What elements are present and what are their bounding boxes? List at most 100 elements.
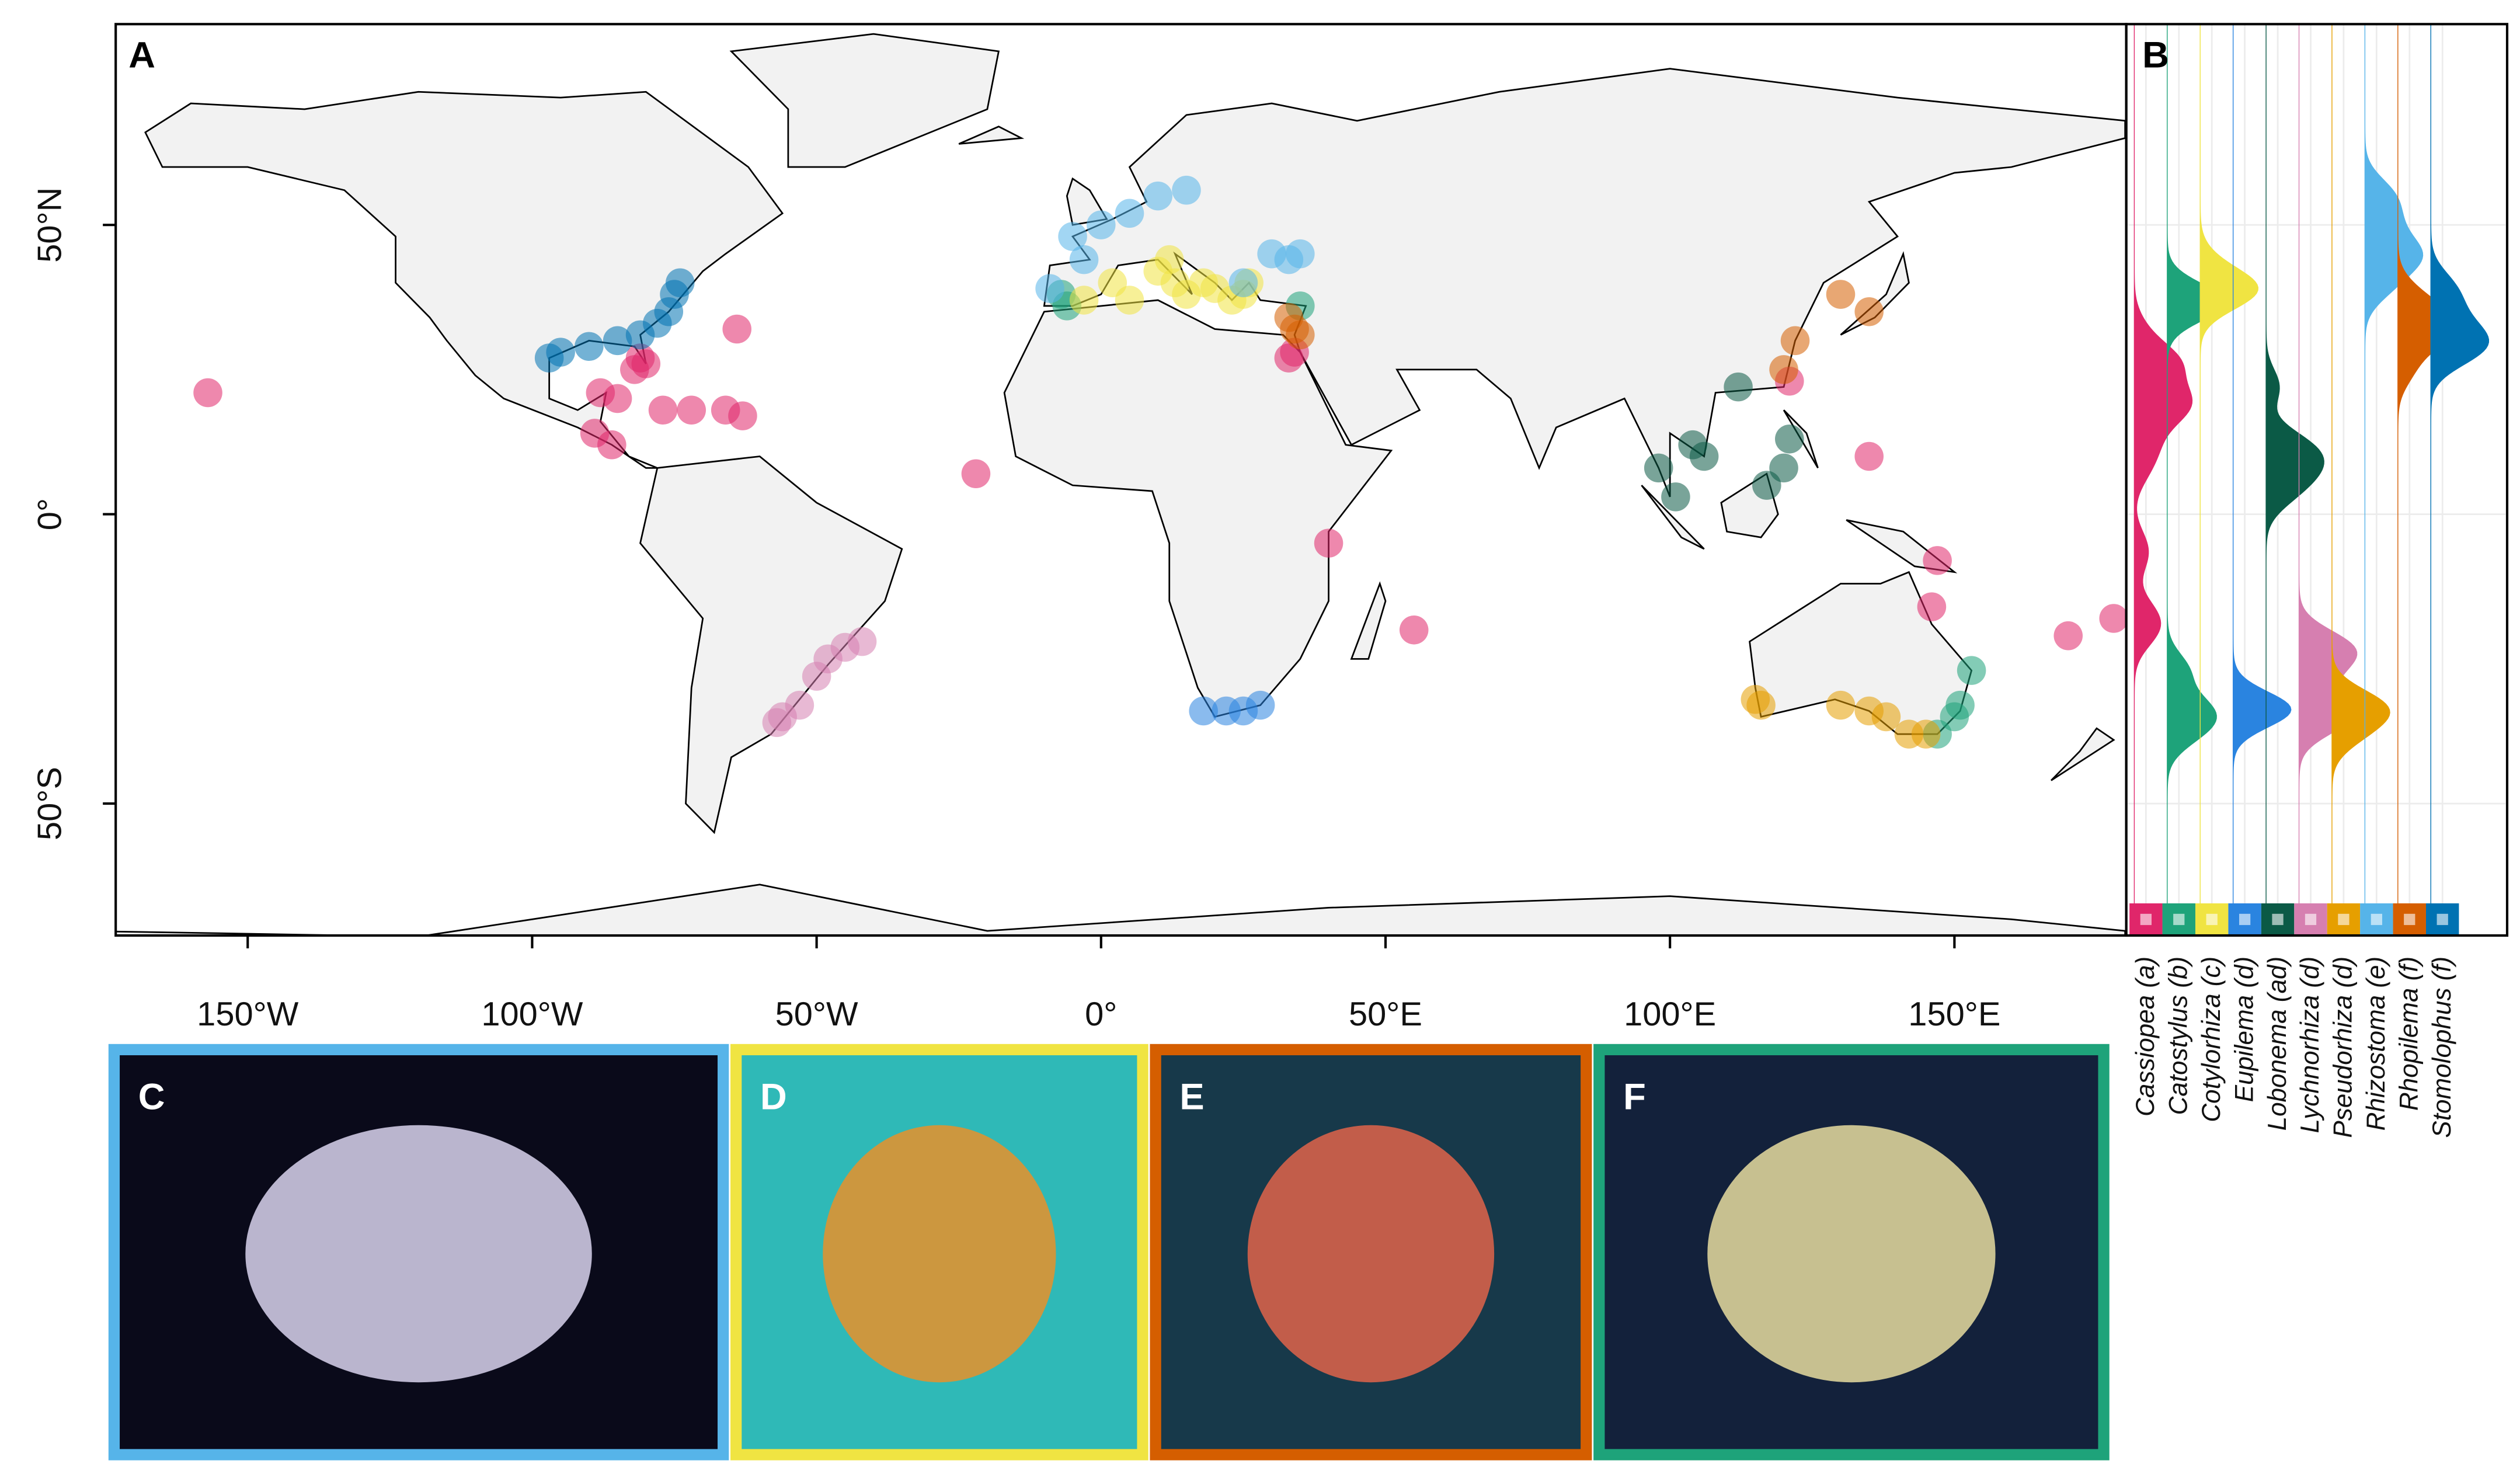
legend-label: Stomolophus (f) bbox=[2428, 957, 2456, 1138]
occurrence-point bbox=[847, 627, 877, 656]
legend-key-inner bbox=[2272, 913, 2284, 926]
density-ridge bbox=[2232, 24, 2292, 936]
panel-label: D bbox=[760, 1076, 787, 1117]
y-tick-label: 50°S bbox=[32, 767, 69, 840]
occurrence-point bbox=[961, 459, 991, 489]
occurrence-point bbox=[768, 702, 797, 732]
occurrence-point bbox=[1752, 471, 1781, 500]
occurrence-point bbox=[1115, 286, 1144, 315]
occurrence-point bbox=[603, 326, 632, 356]
x-tick-label: 50°W bbox=[775, 996, 858, 1033]
y-tick-label: 0° bbox=[32, 498, 69, 530]
occurrence-point bbox=[1399, 615, 1429, 645]
occurrence-point bbox=[728, 401, 757, 430]
density-background bbox=[2126, 24, 2507, 936]
occurrence-point bbox=[1854, 696, 1884, 726]
occurrence-point bbox=[1035, 274, 1064, 303]
occurrence-point bbox=[1724, 372, 1753, 402]
occurrence-point bbox=[1826, 280, 1856, 309]
occurrence-point bbox=[1746, 690, 1776, 720]
occurrence-point bbox=[1314, 528, 1343, 558]
density-panel: Cassiopea (a) Catostylus (b) Cotylorhiza (… bbox=[2128, 24, 2506, 1138]
occurrence-point bbox=[1143, 181, 1173, 211]
occurrence-point bbox=[1769, 355, 1798, 384]
occurrence-point bbox=[2099, 604, 2126, 633]
panel-label: F bbox=[1623, 1076, 1646, 1117]
jellyfish bbox=[245, 1125, 592, 1383]
jellyfish bbox=[1707, 1125, 1996, 1383]
occurrence-point bbox=[193, 378, 222, 408]
occurrence-point bbox=[631, 349, 661, 378]
occurrence-point bbox=[1069, 286, 1099, 315]
density-ridge bbox=[2397, 24, 2456, 936]
occurrence-point bbox=[534, 343, 564, 373]
landmass bbox=[1350, 581, 1387, 660]
legend-label: Eupilema (d) bbox=[2230, 957, 2258, 1103]
legend-key-inner bbox=[2206, 913, 2218, 926]
occurrence-point bbox=[1058, 222, 1087, 251]
legend-label: Lychnorhiza (d) bbox=[2296, 957, 2324, 1133]
landmass bbox=[958, 126, 1025, 145]
density-ridge bbox=[2364, 24, 2424, 936]
occurrence-point bbox=[603, 384, 632, 413]
legend-label: Pseudorhiza (d) bbox=[2329, 957, 2358, 1138]
legend-key-inner bbox=[2437, 913, 2448, 926]
occurrence-point bbox=[1644, 453, 1673, 483]
occurrence-point bbox=[1245, 690, 1275, 720]
occurrence-point bbox=[1923, 546, 1952, 575]
occurrence-point bbox=[1274, 302, 1304, 332]
x-tick-label: 0° bbox=[1085, 996, 1117, 1033]
legend-label: Cassiopea (a) bbox=[2131, 957, 2160, 1117]
occurrence-point bbox=[648, 395, 678, 425]
landmass bbox=[2051, 727, 2115, 781]
occurrence-point bbox=[597, 430, 626, 460]
landmass bbox=[639, 455, 903, 834]
occurrence-point bbox=[1957, 656, 1986, 685]
occurrence-point bbox=[1154, 245, 1184, 274]
occurrence-point bbox=[1780, 326, 1810, 356]
x-tick-label: 150°W bbox=[197, 996, 299, 1033]
occurrence-point bbox=[665, 268, 695, 298]
density-ridge bbox=[2430, 24, 2490, 936]
occurrence-point bbox=[1189, 268, 1218, 298]
axes: 150°W 100°W 50°W 0° 50°E 100°E 150°E 50°N 0° 50°S bbox=[32, 187, 2001, 1034]
panel-label: A bbox=[128, 35, 155, 76]
x-tick-label: 50°E bbox=[1349, 996, 1422, 1033]
occurrence-point bbox=[1894, 719, 1924, 749]
jellyfish bbox=[1247, 1125, 1495, 1383]
y-tick-label: 50°N bbox=[32, 187, 69, 263]
panel-label: C bbox=[138, 1076, 165, 1117]
occurrence-point bbox=[722, 314, 751, 344]
jellyfish bbox=[823, 1125, 1056, 1383]
occurrence-point bbox=[1661, 482, 1690, 512]
landmass bbox=[1641, 485, 1705, 550]
occurrence-point bbox=[1189, 696, 1218, 726]
occurrence-point bbox=[1069, 245, 1099, 274]
x-tick-label: 100°E bbox=[1624, 996, 1716, 1033]
density-ridge bbox=[2331, 24, 2390, 936]
legend-key-inner bbox=[2404, 913, 2415, 926]
occurrence-point bbox=[1172, 175, 1201, 205]
occurrence-point bbox=[1917, 592, 1947, 621]
density-ridge bbox=[2265, 24, 2324, 936]
occurrence-point bbox=[802, 662, 831, 691]
occurrence-point bbox=[575, 332, 604, 361]
x-tick-label: 150°E bbox=[1908, 996, 2000, 1033]
occurrence-point bbox=[1826, 690, 1856, 720]
legend-key-inner bbox=[2305, 913, 2317, 926]
x-tick-label: 100°W bbox=[481, 996, 583, 1033]
landmass bbox=[729, 33, 1000, 168]
occurrence-point bbox=[1274, 245, 1304, 274]
density-frame bbox=[2125, 23, 2509, 937]
occurrence-point bbox=[1775, 425, 1804, 454]
occurrence-point bbox=[1228, 268, 1258, 298]
occurrence-point bbox=[1087, 210, 1116, 239]
landmass bbox=[1003, 299, 1393, 718]
legend-key-inner bbox=[2371, 913, 2382, 926]
photo-panels: C D E F bbox=[108, 1044, 2110, 1460]
occurrence-point bbox=[1854, 297, 1884, 326]
panel-label: E bbox=[1179, 1076, 1204, 1117]
legend-label: Lobonema (ad) bbox=[2263, 957, 2292, 1131]
